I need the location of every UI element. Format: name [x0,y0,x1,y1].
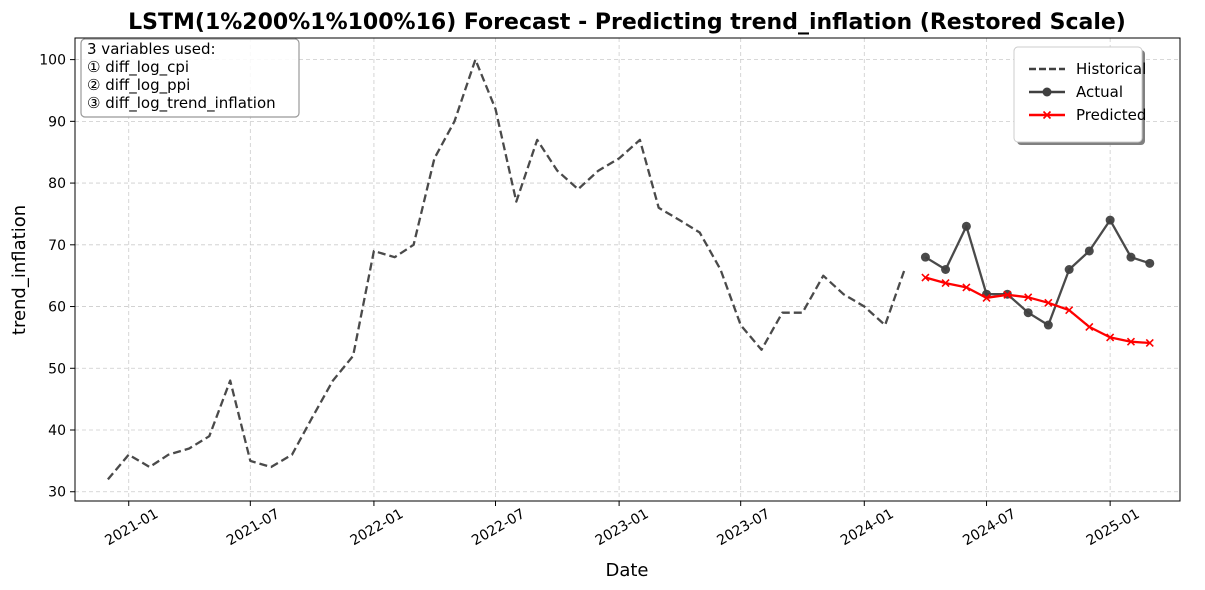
series-actual-point [1126,252,1136,262]
series-predicted-point [1003,290,1012,299]
series-actual-line [924,218,1151,327]
annotation-line: ② diff_log_ppi [87,76,190,95]
series-predicted-point [921,273,930,282]
series-actual-point [920,252,930,262]
x-tick-label: 2021-01 [102,506,161,549]
series-actual-point [1145,258,1155,268]
x-tick-label: 2024-01 [838,506,897,549]
series-actual-point [1084,246,1094,256]
series-historical-line [107,58,906,481]
legend-historical-label: Historical [1076,60,1146,78]
series-actual-point [1064,265,1074,274]
annotation-frame [80,38,300,118]
legend: Historical Actual Predicted [1013,46,1146,145]
y-tick-label: 40 [48,423,66,439]
x-tick-label: 2022-01 [348,506,407,549]
y-tick-label: 100 [39,53,66,69]
y-tick-label: 70 [48,238,66,254]
x-tick-label: 2023-01 [593,506,652,549]
plot-frame [74,37,1181,502]
x-tick-label: 2024-07 [960,506,1019,549]
y-tick-label: 60 [48,300,66,316]
x-tick-label: 2022-07 [469,506,528,549]
legend-frame [1013,46,1143,143]
series-predicted-point [1126,337,1136,346]
annotation-line: ③ diff_log_trend_inflation [87,94,276,113]
series-actual-point [1043,320,1053,330]
series-predicted-point [1024,293,1033,302]
series-predicted-point [1044,298,1053,307]
tick-layer: 30 40 50 60 70 80 90 100 2021-01 2021-07 2022-01 20… [39,53,1142,549]
series-actual-point [1023,308,1033,318]
x-axis-label: Date [605,560,648,581]
y-tick-label: 80 [48,176,66,192]
series-predicted-point [1145,338,1154,348]
y-axis-label: trend_inflation [9,205,30,335]
annotation-box: 3 variables used: ① diff_log_cpi ② diff_… [80,38,300,118]
annotation-line: ① diff_log_cpi [87,58,189,77]
series-actual-point [961,221,971,231]
series-predicted-point [1106,333,1115,342]
series-actual-point [1105,215,1115,225]
x-tick-label: 2025-01 [1084,506,1143,549]
legend-actual-label: Actual [1076,83,1123,101]
y-tick-label: 30 [48,485,66,501]
x-tick-label: 2021-07 [224,506,283,549]
series-predicted-point [962,283,971,292]
series-predicted-point [1065,306,1074,315]
series-predicted-line [925,276,1150,345]
series-predicted-point [1085,322,1094,331]
y-tick-label: 50 [48,361,66,377]
x-tick-label: 2023-07 [714,506,773,549]
series-actual-point [941,265,951,274]
legend-predicted-label: Predicted [1076,106,1146,124]
legend-actual-marker [1042,87,1052,97]
legend-predicted-marker [1042,110,1052,120]
chart-title: LSTM(1%200%1%100%16) Forecast - Predicti… [128,10,1126,35]
series-predicted-point [941,279,950,288]
y-tick-label: 90 [48,114,66,130]
annotation-line: 3 variables used: [87,40,216,58]
series-layer [107,58,1155,481]
series-predicted-point [982,293,991,302]
